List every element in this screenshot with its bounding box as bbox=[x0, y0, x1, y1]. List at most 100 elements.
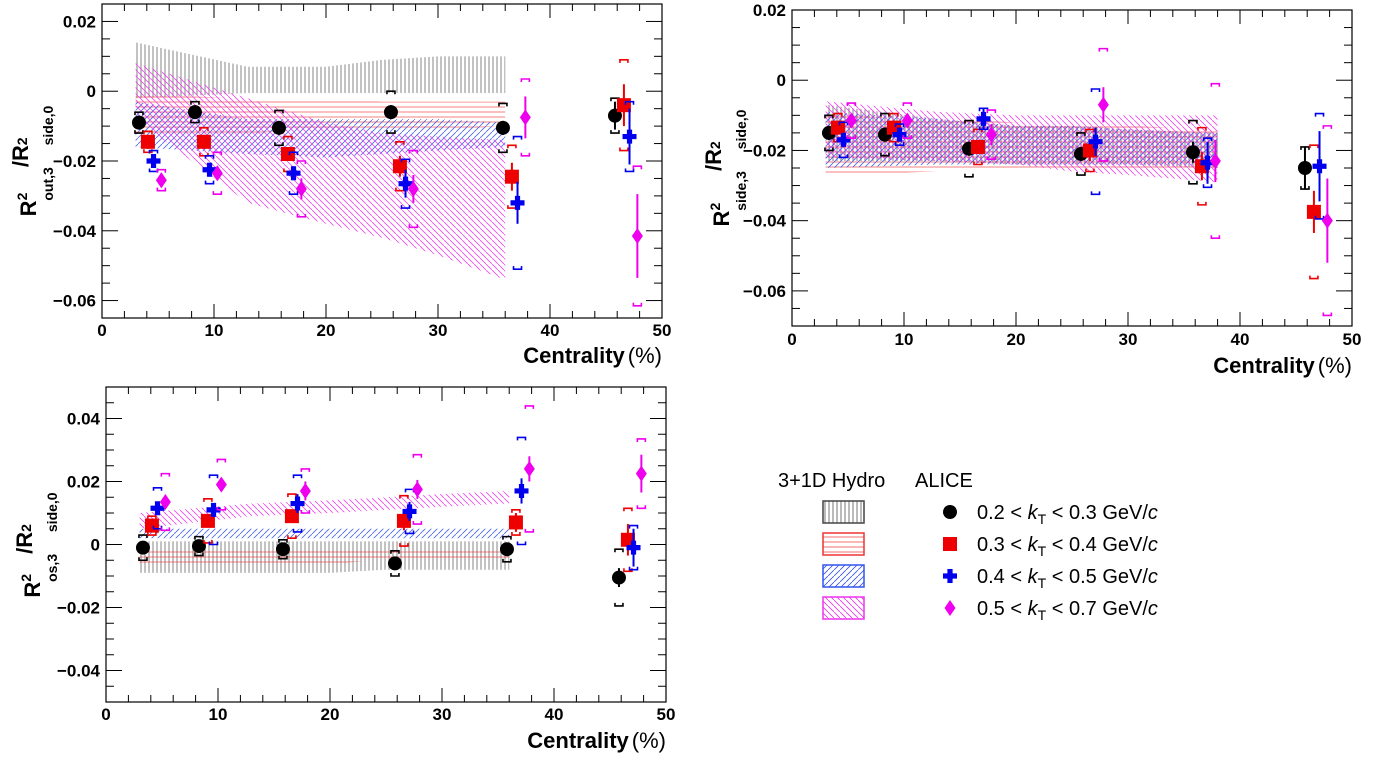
panel-side: 0 10 20 30 40 50 0.02 0 −0.02 −0.04 −0.06 Centralit… bbox=[701, 1, 1361, 378]
sys-bracket bbox=[628, 566, 639, 571]
data-point bbox=[392, 159, 407, 174]
sys-bracket bbox=[134, 111, 144, 116]
sys-bracket bbox=[212, 191, 223, 195]
data-point bbox=[150, 501, 165, 516]
sys-bracket bbox=[1188, 119, 1198, 124]
series-3 bbox=[836, 88, 1327, 220]
sys-bracket bbox=[502, 535, 512, 540]
sys-bracket bbox=[287, 493, 297, 498]
data-point bbox=[202, 162, 217, 177]
x-axis-label: Centrality (%) bbox=[1213, 353, 1352, 378]
data-point bbox=[1209, 152, 1221, 169]
data-point bbox=[407, 180, 419, 197]
sys-bracket bbox=[512, 266, 523, 270]
data-point bbox=[135, 540, 150, 555]
data-point bbox=[155, 172, 167, 189]
legend-marker bbox=[943, 505, 957, 519]
sys-bracket bbox=[203, 539, 213, 544]
sys-bracket bbox=[1085, 168, 1095, 173]
x-tick-label: 50 bbox=[657, 705, 676, 724]
sys-bracket bbox=[274, 109, 284, 114]
sys-bracket bbox=[292, 474, 303, 479]
sys-bracket bbox=[199, 152, 209, 157]
y-tick-label: −0.02 bbox=[743, 141, 786, 160]
x-tick-label: 0 bbox=[97, 321, 106, 340]
sys-bracket bbox=[300, 510, 311, 514]
x-tick-label: 50 bbox=[1343, 330, 1362, 349]
sys-bracket bbox=[838, 121, 849, 126]
data-point bbox=[901, 112, 913, 129]
sys-bracket bbox=[964, 173, 974, 178]
x-tick-label: 0 bbox=[101, 705, 110, 724]
data-point bbox=[985, 126, 997, 143]
data-point bbox=[191, 539, 206, 554]
sys-bracket bbox=[390, 573, 400, 577]
sys-bracket bbox=[619, 59, 629, 63]
sys-bracket bbox=[190, 119, 200, 124]
sys-bracket bbox=[619, 147, 629, 152]
legend-label: 0.5 < kT < 0.7 GeV/c bbox=[977, 598, 1158, 623]
x-tick-label: 50 bbox=[653, 321, 672, 340]
sys-bracket bbox=[1309, 275, 1319, 280]
y-axis-label: R2 os,3/R2 side,0 bbox=[12, 492, 60, 597]
data-point bbox=[140, 134, 155, 149]
sys-bracket bbox=[399, 543, 409, 547]
sys-bracket bbox=[632, 165, 643, 170]
legend-marker bbox=[943, 569, 957, 583]
series-4 bbox=[845, 47, 1333, 317]
data-point bbox=[206, 502, 221, 517]
y-axis-label: R2 out,3/R2 side,0 bbox=[8, 105, 56, 216]
data-point bbox=[271, 120, 286, 135]
sys-bracket bbox=[610, 130, 620, 134]
y-axis-label: R2 side,3/R2 side,0 bbox=[701, 109, 749, 226]
sys-bracket bbox=[278, 555, 288, 560]
y-tick-label: −0.06 bbox=[743, 282, 786, 301]
x-tick-label: 40 bbox=[545, 705, 564, 724]
data-point bbox=[508, 515, 523, 530]
y-tick-label: −0.02 bbox=[57, 599, 100, 618]
x-tick-label: 40 bbox=[541, 321, 560, 340]
sys-bracket bbox=[524, 528, 535, 533]
x-tick-label: 0 bbox=[787, 330, 796, 349]
sys-bracket bbox=[274, 142, 284, 147]
sys-bracket bbox=[204, 180, 215, 185]
sys-bracket bbox=[1300, 146, 1310, 150]
data-point bbox=[398, 176, 413, 191]
sys-bracket bbox=[283, 135, 293, 140]
y-tick-label: 0 bbox=[777, 71, 786, 90]
data-point bbox=[1312, 159, 1327, 174]
sys-bracket bbox=[147, 532, 157, 536]
sys-bracket bbox=[1202, 184, 1213, 189]
sys-bracket bbox=[632, 302, 643, 307]
data-point bbox=[299, 482, 311, 499]
data-point bbox=[1321, 212, 1333, 229]
data-point bbox=[290, 496, 305, 511]
data-point bbox=[131, 115, 146, 130]
sys-bracket bbox=[498, 149, 508, 154]
data-point bbox=[196, 134, 211, 149]
sys-bracket bbox=[190, 100, 200, 105]
sys-bracket bbox=[399, 494, 409, 499]
sys-bracket bbox=[1076, 172, 1086, 176]
x-tick-label: 30 bbox=[1119, 330, 1138, 349]
sys-bracket bbox=[156, 168, 167, 173]
hydro-band-2 bbox=[139, 547, 510, 564]
sys-bracket bbox=[216, 458, 227, 463]
sys-bracket bbox=[1197, 126, 1207, 131]
y-tick-label: 0.04 bbox=[67, 410, 101, 429]
data-point bbox=[845, 112, 857, 129]
legend-hydro-swatch bbox=[822, 500, 865, 524]
sys-bracket bbox=[624, 100, 635, 105]
sys-bracket bbox=[208, 541, 219, 546]
data-point bbox=[836, 132, 851, 147]
y-tick-label: −0.06 bbox=[53, 292, 96, 311]
data-point bbox=[284, 509, 299, 524]
panel-out: 0 10 20 30 40 50 0.02 0 −0.02 −0.04 −0.06 Centralit… bbox=[8, 3, 672, 368]
sys-bracket bbox=[160, 472, 171, 477]
data-point bbox=[611, 570, 626, 585]
sys-bracket bbox=[1090, 191, 1101, 196]
legend-hydro-swatch bbox=[822, 564, 865, 588]
sys-bracket bbox=[395, 141, 405, 145]
data-point bbox=[286, 166, 301, 181]
sys-bracket bbox=[194, 535, 204, 540]
